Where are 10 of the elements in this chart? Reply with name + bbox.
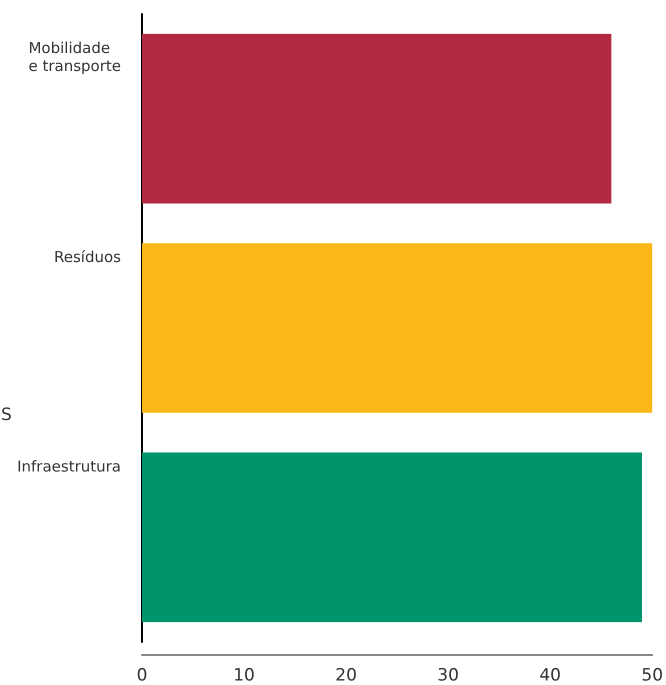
x-tick-label: 20 (335, 666, 357, 685)
x-tick-label: 40 (539, 666, 561, 685)
text: S (1, 405, 12, 425)
x-tick-label: 30 (437, 666, 459, 685)
x-tick-label: 50 (641, 666, 664, 685)
y-tick-label: Infraestrutura (17, 458, 122, 476)
x-tick-label: 0 (136, 666, 148, 685)
y-tick-label: Resíduos (54, 248, 122, 266)
x-tick-label: 10 (233, 666, 255, 685)
y-tick-label: Mobilidade e transporte (28, 38, 122, 75)
